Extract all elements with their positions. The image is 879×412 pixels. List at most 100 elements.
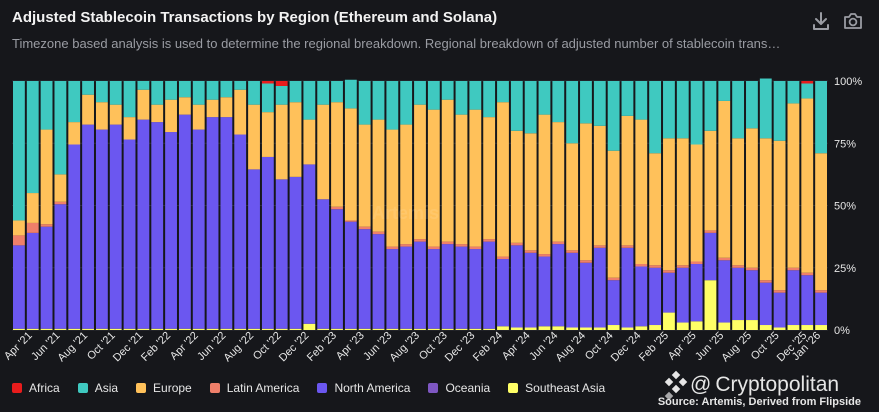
- bar-segment-southeast-asia[interactable]: [137, 328, 150, 330]
- bar-segment-latin-america[interactable]: [773, 290, 786, 293]
- bar-segment-asia[interactable]: [552, 81, 565, 123]
- bar-segment-latin-america[interactable]: [746, 267, 758, 271]
- bar-segment-north-america[interactable]: [538, 256, 551, 327]
- bar-segment-latin-america[interactable]: [483, 239, 496, 242]
- bar-segment-southeast-asia[interactable]: [455, 328, 468, 330]
- bar-segment-europe[interactable]: [123, 117, 136, 140]
- bar-stack[interactable]: [815, 81, 827, 330]
- bar-segment-southeast-asia[interactable]: [414, 328, 426, 330]
- bar-segment-southeast-asia[interactable]: [663, 312, 675, 330]
- bar-segment-southeast-asia[interactable]: [801, 325, 814, 330]
- bar-segment-southeast-asia[interactable]: [566, 327, 579, 330]
- bar-segment-latin-america[interactable]: [566, 250, 579, 253]
- bar-segment-europe[interactable]: [580, 123, 592, 261]
- bar-segment-asia[interactable]: [746, 81, 758, 129]
- bar-segment-southeast-asia[interactable]: [109, 328, 122, 330]
- bar-stack[interactable]: [732, 81, 745, 330]
- bar-segment-latin-america[interactable]: [372, 231, 385, 235]
- bar-segment-latin-america[interactable]: [13, 235, 25, 246]
- bar-stack[interactable]: [13, 81, 25, 330]
- bar-segment-asia[interactable]: [718, 81, 731, 101]
- bar-segment-europe[interactable]: [178, 97, 191, 115]
- bar-stack[interactable]: [593, 81, 606, 330]
- bar-segment-latin-america[interactable]: [704, 230, 717, 233]
- bar-stack[interactable]: [82, 81, 94, 330]
- bar-segment-asia[interactable]: [192, 81, 205, 105]
- bar-segment-europe[interactable]: [773, 140, 786, 291]
- bar-stack[interactable]: [621, 81, 634, 330]
- bar-segment-southeast-asia[interactable]: [510, 327, 523, 330]
- bar-segment-latin-america[interactable]: [580, 260, 592, 263]
- bar-segment-southeast-asia[interactable]: [386, 328, 399, 330]
- bar-segment-southeast-asia[interactable]: [524, 327, 537, 330]
- bar-segment-europe[interactable]: [165, 99, 177, 133]
- bar-segment-southeast-asia[interactable]: [372, 328, 385, 330]
- bar-segment-southeast-asia[interactable]: [497, 326, 509, 330]
- bar-stack[interactable]: [165, 81, 177, 330]
- bar-segment-asia[interactable]: [206, 81, 219, 100]
- bar-stack[interactable]: [524, 81, 537, 330]
- bar-segment-north-america[interactable]: [26, 232, 39, 329]
- bar-stack[interactable]: [192, 81, 205, 330]
- bar-segment-asia[interactable]: [234, 81, 247, 90]
- legend-item-latin-america[interactable]: Latin America: [209, 381, 299, 395]
- bar-segment-north-america[interactable]: [566, 252, 579, 328]
- bar-segment-africa[interactable]: [261, 81, 274, 84]
- bar-segment-latin-america[interactable]: [344, 220, 357, 222]
- bar-segment-latin-america[interactable]: [621, 245, 634, 248]
- bar-stack[interactable]: [427, 81, 440, 330]
- bar-segment-latin-america[interactable]: [54, 201, 67, 205]
- bar-segment-north-america[interactable]: [344, 221, 357, 329]
- bar-segment-asia[interactable]: [68, 81, 81, 123]
- bar-stack[interactable]: [123, 81, 136, 330]
- bar-stack[interactable]: [400, 81, 413, 330]
- bar-segment-europe[interactable]: [566, 143, 579, 251]
- bar-segment-asia[interactable]: [344, 79, 357, 109]
- bar-segment-europe[interactable]: [815, 153, 827, 291]
- bar-segment-asia[interactable]: [455, 81, 468, 115]
- bar-stack[interactable]: [386, 81, 399, 330]
- bar-segment-europe[interactable]: [746, 128, 758, 268]
- bar-segment-latin-america[interactable]: [510, 242, 523, 246]
- bar-segment-north-america[interactable]: [621, 247, 634, 328]
- bar-segment-asia[interactable]: [358, 81, 371, 125]
- bar-segment-north-america[interactable]: [414, 241, 426, 329]
- bar-segment-asia[interactable]: [317, 81, 330, 105]
- bar-segment-asia[interactable]: [787, 81, 800, 104]
- bar-stack[interactable]: [372, 81, 385, 330]
- bar-segment-north-america[interactable]: [123, 139, 136, 329]
- bar-segment-europe[interactable]: [331, 102, 343, 207]
- bar-segment-africa[interactable]: [275, 81, 288, 86]
- bar-stack[interactable]: [759, 78, 772, 330]
- bar-segment-europe[interactable]: [414, 104, 426, 240]
- bar-segment-europe[interactable]: [759, 138, 772, 281]
- bar-segment-north-america[interactable]: [787, 270, 800, 326]
- bar-segment-north-america[interactable]: [331, 209, 343, 329]
- legend-item-oceania[interactable]: Oceania: [428, 381, 490, 395]
- bar-stack[interactable]: [469, 81, 482, 330]
- bar-segment-southeast-asia[interactable]: [192, 328, 205, 330]
- bar-segment-asia[interactable]: [82, 81, 94, 95]
- bar-stack[interactable]: [220, 81, 233, 330]
- bar-segment-north-america[interactable]: [165, 132, 177, 329]
- bar-segment-asia[interactable]: [303, 81, 316, 120]
- bar-segment-southeast-asia[interactable]: [123, 328, 136, 330]
- bar-segment-asia[interactable]: [732, 81, 745, 139]
- bar-segment-asia[interactable]: [621, 81, 634, 116]
- bar-segment-north-america[interactable]: [759, 282, 772, 326]
- bar-segment-north-america[interactable]: [469, 249, 482, 329]
- bar-segment-north-america[interactable]: [580, 262, 592, 328]
- bar-segment-southeast-asia[interactable]: [593, 327, 606, 330]
- bar-segment-southeast-asia[interactable]: [704, 280, 717, 330]
- bar-segment-southeast-asia[interactable]: [400, 328, 413, 330]
- bar-segment-southeast-asia[interactable]: [178, 328, 191, 330]
- bar-segment-europe[interactable]: [40, 129, 53, 225]
- bar-segment-north-america[interactable]: [441, 244, 454, 329]
- bar-segment-southeast-asia[interactable]: [759, 325, 772, 330]
- bar-segment-latin-america[interactable]: [649, 265, 662, 268]
- bar-stack[interactable]: [414, 81, 426, 330]
- bar-segment-latin-america[interactable]: [331, 206, 343, 210]
- bar-segment-north-america[interactable]: [137, 119, 150, 329]
- bar-stack[interactable]: [538, 81, 551, 330]
- bar-segment-north-america[interactable]: [746, 270, 758, 321]
